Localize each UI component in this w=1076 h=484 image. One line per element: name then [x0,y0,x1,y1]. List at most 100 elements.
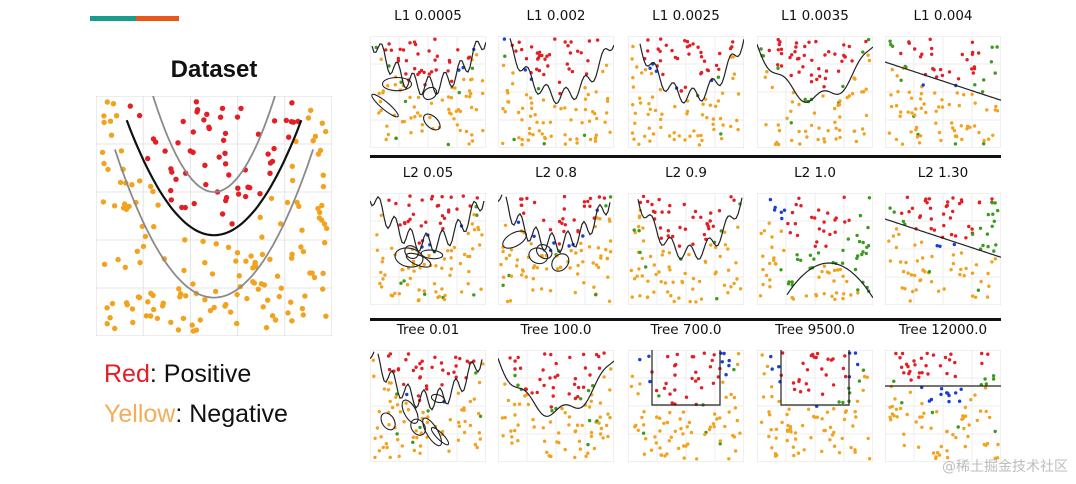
negative-point [594,90,598,94]
negative-point [457,420,461,425]
negative-point [889,104,894,109]
negative-point [574,429,578,433]
negative-point [320,172,326,178]
negative-point [434,264,438,268]
negative-point [464,129,469,134]
negative-point [687,252,691,257]
misclassified-point [993,201,997,205]
overfit-region [394,247,424,268]
negative-point [458,128,462,133]
positive-point [418,376,422,380]
negative-point [700,138,704,143]
misclassified-point [996,208,1000,213]
misclassified-point [716,75,721,79]
misclassified-point [860,252,864,257]
negative-point [721,123,725,127]
negative-point [963,444,967,449]
negative-point [826,129,830,133]
negative-point [961,416,965,421]
negative-point [390,246,394,250]
negative-point [630,131,635,135]
panel-l2-0-9 [628,193,744,305]
positive-point [565,62,569,66]
negative-point [985,441,990,446]
negative-point [950,121,954,125]
negative-point [667,265,671,269]
positive-point [717,209,722,213]
positive-point [162,148,168,154]
negative-point [378,99,383,104]
negative-point [389,381,393,385]
misclassified-point [637,229,641,233]
negative-point [475,445,479,450]
negative-point [418,451,422,455]
negative-point [449,256,453,260]
negative-point [844,409,848,413]
positive-point [566,44,570,48]
negative-point [592,285,596,289]
negative-point [477,431,482,435]
positive-point [436,203,441,208]
negative-point [726,291,730,295]
negative-point [462,252,467,257]
negative-point [732,72,737,76]
negative-point [632,137,636,141]
negative-point [797,129,801,134]
misclassified-point [501,283,505,287]
negative-point [150,306,157,313]
positive-point [235,191,242,197]
positive-point [842,43,846,47]
misclassified-point [864,251,868,256]
misclassified-point [795,257,800,262]
positive-point [659,236,663,240]
positive-point [953,360,957,365]
negative-point [973,295,978,299]
positive-point [576,230,580,234]
misclassified-point [591,384,595,388]
positive-point [420,359,424,363]
positive-point [388,352,393,356]
negative-point [832,407,836,411]
negative-point [182,237,188,243]
misclassified-point [648,379,652,384]
negative-point [732,281,736,286]
misclassified-point [985,232,990,236]
positive-point [949,232,954,237]
negative-point [893,397,897,401]
negative-point [124,302,130,308]
negative-point [738,287,743,291]
negative-point [520,268,525,272]
negative-point [653,108,658,113]
negative-point [470,139,475,143]
negative-point [530,101,534,105]
negative-point [567,415,572,419]
negative-point [568,137,572,142]
negative-point [779,229,783,233]
positive-point [417,241,421,245]
panel-l2-1-30 [885,193,1001,305]
positive-point [466,56,471,60]
positive-point [798,390,803,394]
negative-point [605,99,610,103]
negative-point [894,227,899,231]
negative-point [541,121,545,125]
negative-point [373,436,377,440]
negative-point [804,294,809,298]
misclassified-point [956,425,960,429]
negative-point [942,287,946,291]
negative-point [647,126,651,130]
negative-point [608,130,612,134]
negative-point [379,285,384,289]
negative-point [761,267,765,272]
negative-point [720,91,725,95]
negative-point [935,410,939,414]
negative-point [917,141,922,145]
negative-point [659,453,663,457]
negative-point [840,436,844,441]
positive-point [427,49,431,53]
negative-point [579,248,583,253]
negative-point [890,67,894,72]
positive-point [716,375,720,379]
misclassified-point [638,357,642,362]
misclassified-point [586,442,590,447]
